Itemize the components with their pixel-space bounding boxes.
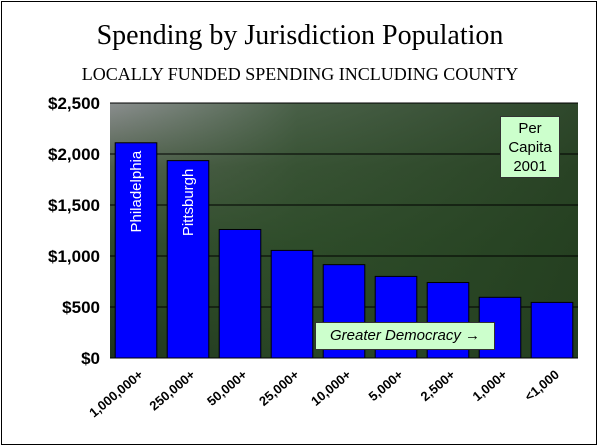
- bar-labels: Philadelphia Pittsburgh: [128, 150, 197, 236]
- per-capita-line-3: 2001: [513, 158, 547, 175]
- y-tick-label: $0: [81, 349, 100, 368]
- greater-democracy-note: Greater Democracy →: [315, 322, 495, 350]
- x-tick-label: 25,000+: [256, 367, 302, 409]
- y-tick-label: $1,500: [48, 196, 100, 215]
- per-capita-note: Per Capita 2001: [500, 116, 560, 178]
- bar: [270, 249, 314, 359]
- y-tick-label: $500: [62, 298, 100, 317]
- x-tick-label: <1,000: [522, 367, 562, 404]
- x-tick-label: 50,000+: [204, 367, 250, 409]
- bar: [114, 142, 158, 359]
- chart-title: Spending by Jurisdiction Population: [96, 20, 504, 51]
- x-tick-label: 1,000+: [470, 367, 511, 405]
- per-capita-line-2: Capita: [508, 139, 552, 156]
- bar-label: Pittsburgh: [180, 169, 197, 237]
- bar: [166, 160, 210, 359]
- y-axis-ticks: $0 $500 $1,000 $1,500 $2,000 $2,500: [48, 94, 100, 368]
- x-tick-label: 5,000+: [366, 367, 407, 405]
- x-tick-label: 2,500+: [418, 367, 459, 405]
- per-capita-line-1: Per: [518, 120, 542, 137]
- bar: [218, 228, 262, 359]
- bar-label: Philadelphia: [128, 150, 145, 232]
- bar: [530, 301, 574, 359]
- y-tick-label: $2,000: [48, 145, 100, 164]
- x-axis-ticks: 1,000,000+ 250,000+ 50,000+ 25,000+ 10,000+ 5…: [86, 367, 562, 421]
- x-tick-label: 1,000,000+: [86, 367, 146, 421]
- y-tick-label: $1,000: [48, 247, 100, 266]
- chart-subtitle: LOCALLY FUNDED SPENDING INCLUDING COUNTY: [81, 64, 519, 84]
- bars: [114, 142, 574, 359]
- x-tick-label: 250,000+: [146, 367, 198, 414]
- x-tick-label: 10,000+: [308, 367, 354, 409]
- y-tick-label: $2,500: [48, 94, 100, 113]
